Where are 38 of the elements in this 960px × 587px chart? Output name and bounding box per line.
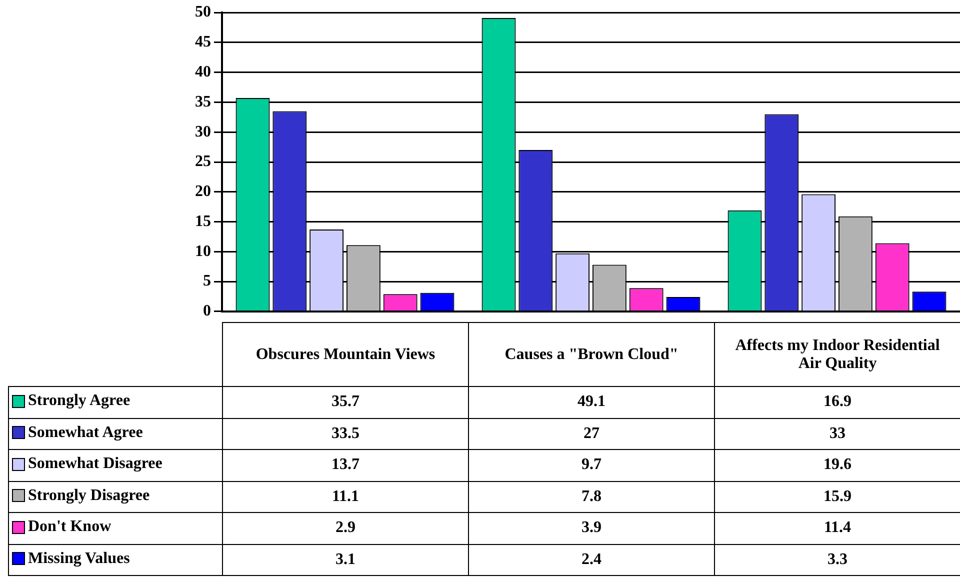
data-label: 3.1: [222, 544, 468, 576]
data-label: 33: [714, 418, 960, 450]
data-label: 7.8: [468, 481, 714, 512]
data-label: 35.7: [222, 386, 468, 418]
y-tick-label: 50: [195, 4, 211, 21]
data-label: 33.5: [222, 418, 468, 450]
y-tick-label: 40: [195, 64, 211, 80]
data-label: 13.7: [222, 450, 468, 481]
legend-label: Strongly Disagree: [28, 486, 150, 504]
y-tick-label: 0: [203, 302, 211, 320]
data-label: 11.4: [714, 512, 960, 544]
data-label: 15.9: [714, 481, 960, 512]
legend-label: Strongly Agree: [28, 392, 130, 410]
data-label: 3.9: [468, 512, 714, 544]
data-label: 16.9: [714, 386, 960, 418]
data-label: 19.6: [714, 450, 960, 481]
data-label: 9.7: [468, 450, 714, 481]
legend-label: Somewhat Agree: [28, 424, 143, 442]
y-tick-label: 30: [195, 123, 211, 140]
y-tick-label: 35: [195, 93, 211, 110]
y-tick-label: 20: [195, 183, 211, 200]
data-label: 3.3: [714, 544, 960, 576]
y-tick-label: 10: [195, 242, 211, 260]
data-label: 27: [468, 418, 714, 450]
x-tick-label: Causes a "Brown Cloud": [468, 322, 714, 386]
legend-label: Missing Values: [28, 550, 130, 568]
y-tick-label: 5: [203, 272, 211, 290]
data-label: 2.9: [222, 512, 468, 544]
y-tick-label: 25: [195, 153, 211, 170]
data-label: 2.4: [468, 544, 714, 576]
legend-label: Somewhat Disagree: [28, 455, 162, 473]
y-tick-label: 15: [195, 212, 211, 230]
legend-label: Don't Know: [28, 518, 112, 536]
x-tick-label: Obscures Mountain Views: [222, 322, 468, 386]
y-tick-label: 45: [195, 34, 211, 51]
x-tick-label: Affects my Indoor Residential Air Quality: [714, 322, 960, 386]
data-label: 49.1: [468, 386, 714, 418]
data-label: 11.1: [222, 481, 468, 512]
